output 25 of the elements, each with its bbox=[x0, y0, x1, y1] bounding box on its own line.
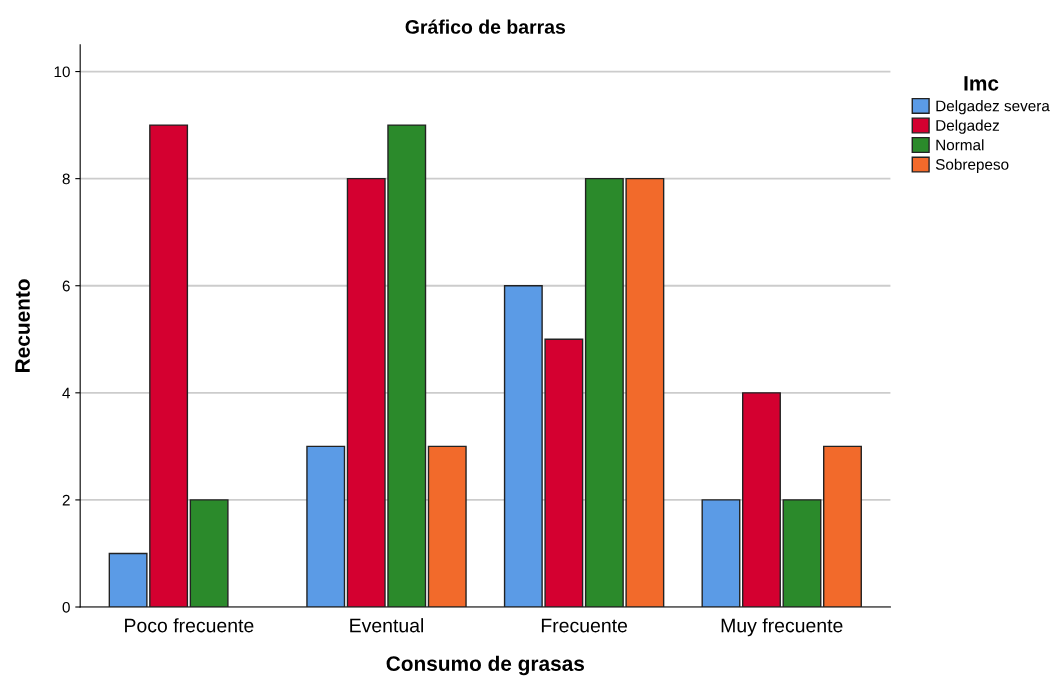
chart-title: Gráfico de barras bbox=[405, 19, 566, 34]
bar bbox=[427, 445, 467, 608]
bar bbox=[782, 499, 822, 608]
x-tick-label: Frecuente bbox=[541, 618, 628, 633]
y-tick-label: 8 bbox=[62, 173, 70, 185]
bar bbox=[306, 445, 346, 608]
x-tick-label: Eventual bbox=[350, 618, 424, 633]
x-tick-label: Poco frecuente bbox=[125, 618, 254, 633]
y-tick-label: 2 bbox=[62, 494, 70, 506]
legend-label: Sobrepeso bbox=[935, 158, 1009, 173]
legend-label: Delgadez bbox=[936, 119, 999, 134]
legend-label: Delgadez severa bbox=[936, 100, 1050, 115]
legend-label: Normal bbox=[936, 139, 984, 151]
y-tick-label: 6 bbox=[62, 280, 70, 292]
x-tick-label: Muy frecuente bbox=[721, 618, 843, 637]
y-tick-label: 4 bbox=[62, 387, 71, 399]
y-tick-label: 0 bbox=[62, 601, 70, 613]
legend-title: Imc bbox=[964, 76, 999, 91]
bar bbox=[189, 499, 229, 608]
y-tick-label: 10 bbox=[54, 66, 70, 78]
bar bbox=[823, 445, 862, 608]
bar bbox=[701, 499, 741, 608]
x-axis-title: Consumo de grasas bbox=[386, 655, 585, 676]
y-axis-title: Recuento bbox=[15, 279, 30, 372]
bar bbox=[742, 392, 781, 608]
